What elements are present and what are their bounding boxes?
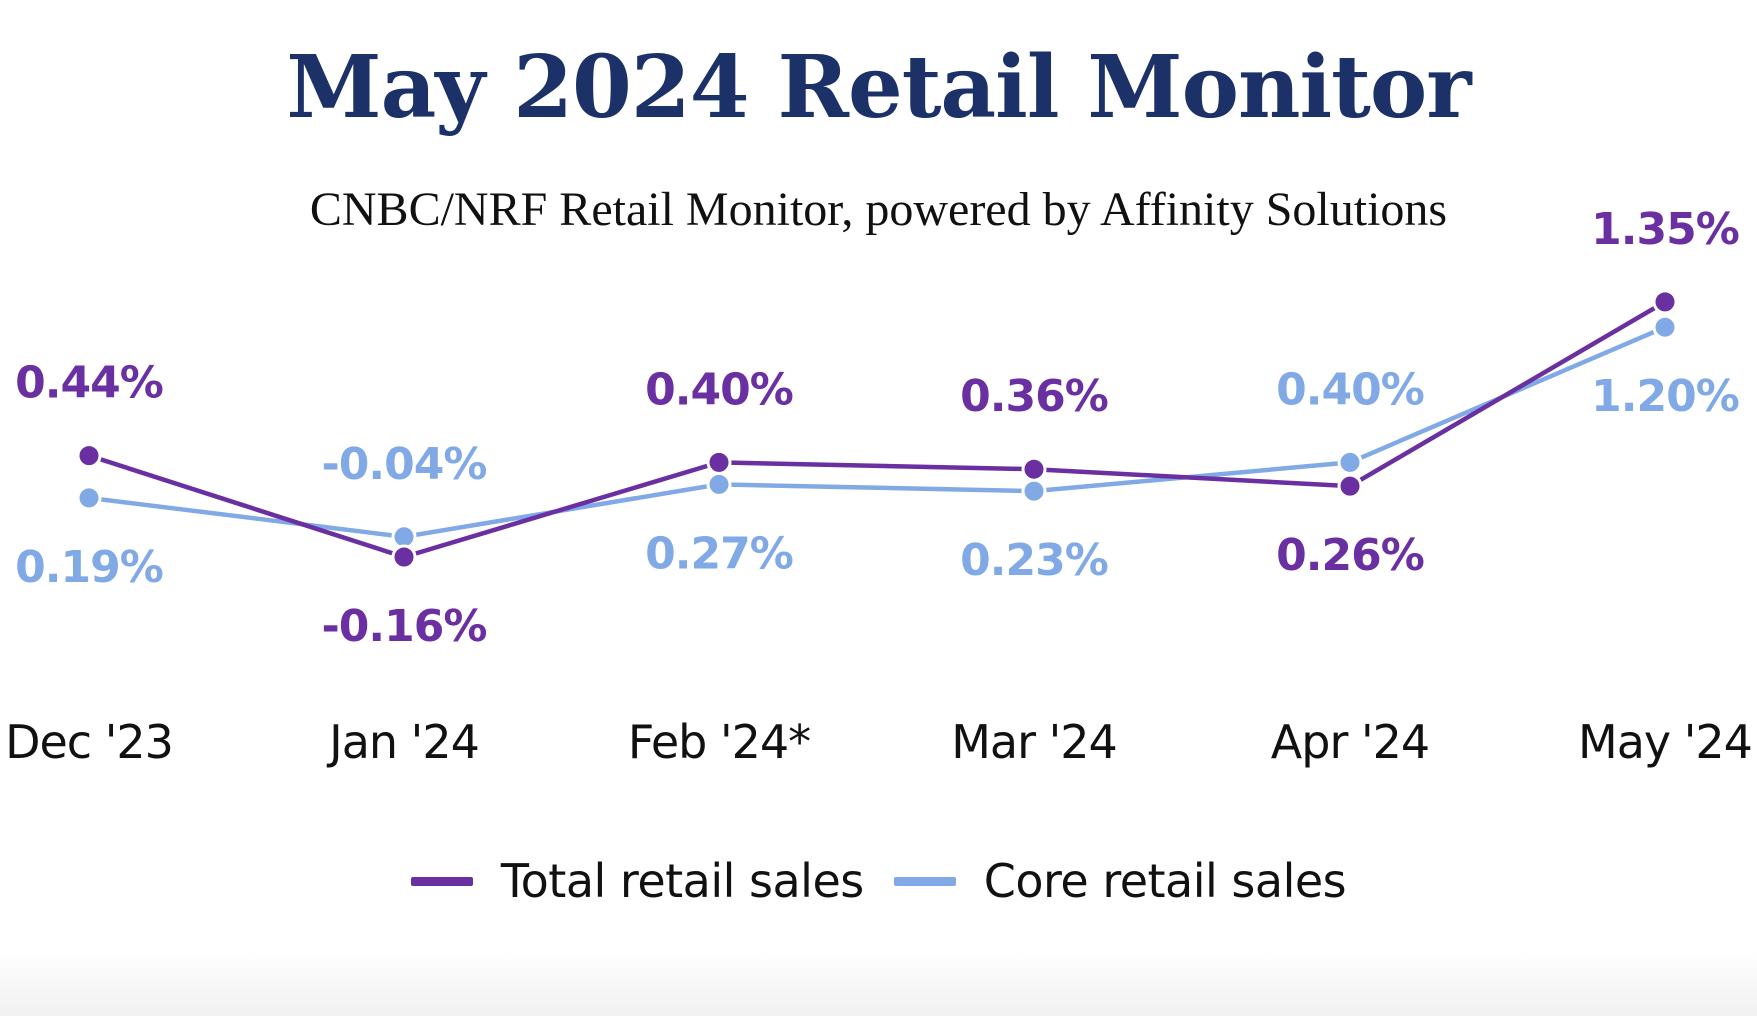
data-label-core-0: 0.19% [15, 542, 163, 593]
x-axis-tick-labels: Dec '23 Jan '24 Feb '24* Mar '24 Apr '24 May … [5, 715, 1753, 769]
data-point-core-5 [1652, 314, 1678, 340]
data-point-total-3 [1021, 456, 1047, 482]
series-line-core [86, 324, 1668, 540]
series-points [76, 289, 1678, 570]
footer-shade [0, 950, 1757, 1016]
legend-item-total: Total retail sales [410, 854, 864, 908]
legend-swatch-core [893, 876, 956, 886]
data-point-core-0 [76, 485, 102, 511]
data-point-total-0 [76, 443, 102, 469]
data-label-core-4: 0.40% [1276, 364, 1424, 415]
data-point-total-4 [1337, 473, 1363, 499]
x-tick-label-1: Jan '24 [326, 715, 479, 769]
x-tick-label-3: Mar '24 [951, 715, 1117, 769]
data-point-core-2 [706, 471, 732, 497]
series-line-total [86, 299, 1668, 560]
data-point-total-2 [706, 449, 732, 475]
legend-label-core: Core retail sales [983, 854, 1347, 908]
data-label-core-1: -0.04% [322, 439, 487, 490]
data-point-total-5 [1652, 289, 1678, 315]
data-label-total-4: 0.26% [1276, 530, 1424, 581]
data-label-total-1: -0.16% [322, 601, 487, 652]
data-label-total-2: 0.40% [645, 364, 793, 415]
chart-title: May 2024 Retail Monitor [286, 37, 1471, 138]
legend-item-core: Core retail sales [893, 854, 1347, 908]
chart-subtitle: CNBC/NRF Retail Monitor, powered by Affi… [309, 183, 1448, 236]
data-label-total-3: 0.36% [960, 371, 1108, 422]
data-point-total-1 [391, 544, 417, 570]
data-labels: 0.44% -0.16% 0.40% 0.36% 0.26% 1.35% 0.19% -0.0… [15, 204, 1740, 652]
data-point-core-3 [1021, 478, 1047, 504]
data-point-core-4 [1337, 449, 1363, 475]
legend: Total retail sales Core retail sales [0, 848, 1757, 914]
data-label-total-0: 0.44% [15, 358, 163, 409]
x-tick-label-5: May '24 [1578, 715, 1752, 769]
data-label-core-2: 0.27% [645, 528, 793, 579]
data-label-core-5: 1.20% [1591, 371, 1739, 422]
series-lines [86, 299, 1668, 560]
legend-swatch-total [410, 876, 473, 886]
x-tick-label-0: Dec '23 [5, 715, 173, 769]
data-label-total-5: 1.35% [1591, 204, 1739, 255]
data-label-core-3: 0.23% [960, 535, 1108, 586]
x-tick-label-2: Feb '24* [628, 715, 810, 769]
x-tick-label-4: Apr '24 [1271, 715, 1429, 769]
legend-label-total: Total retail sales [500, 854, 864, 908]
